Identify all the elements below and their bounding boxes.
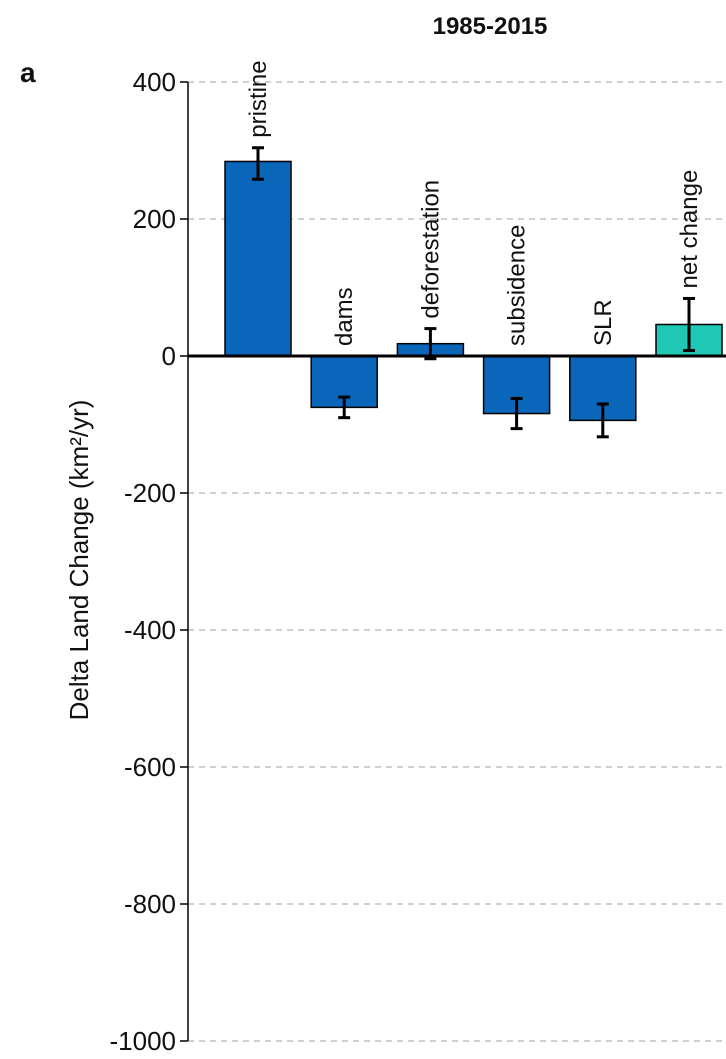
category-label: SLR (590, 299, 617, 346)
chart-title: 1985-2015 (433, 13, 548, 40)
y-tick-label: -600 (124, 752, 176, 782)
y-tick-label: 400 (133, 67, 176, 97)
bar-pristine (224, 160, 292, 357)
y-tick-label: -400 (124, 615, 176, 645)
category-label: deforestation (417, 180, 444, 319)
y-tick-label: -200 (124, 478, 176, 508)
bars (224, 160, 723, 422)
y-tick-label: 200 (133, 204, 176, 234)
category-label: subsidence (504, 225, 531, 346)
panel-label: a (20, 57, 36, 88)
category-label: dams (331, 287, 358, 346)
y-tick-label: -1000 (110, 1026, 177, 1056)
error-bars (252, 146, 695, 439)
category-label: net change (676, 170, 703, 289)
y-tick-label: -800 (124, 889, 176, 919)
y-axis-label: Delta Land Change (km²/yr) (64, 400, 94, 721)
category-label: pristine (245, 60, 272, 137)
y-ticks: 400 200 0 -200 -400 -600 -800 -1000 (110, 67, 188, 1056)
category-labels: pristine dams deforestation subsidence SLR ne… (245, 60, 703, 346)
y-tick-label: 0 (162, 341, 176, 371)
